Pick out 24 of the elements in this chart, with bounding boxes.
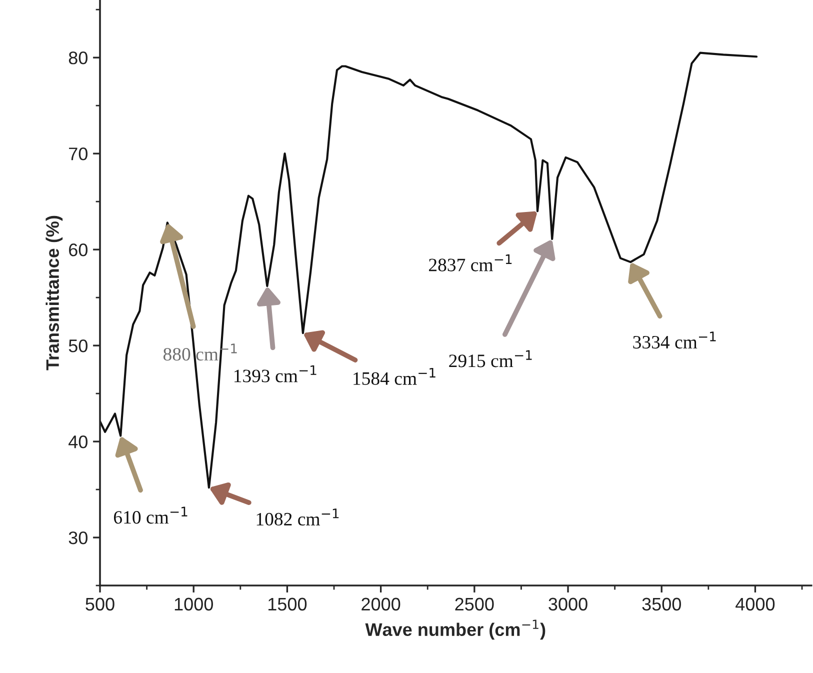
- annotation: 3334 cm$^{−1}$: [633, 332, 716, 349]
- x-tick-label: 3000: [548, 598, 588, 611]
- y-tick-label: 80: [68, 52, 88, 64]
- y-tick-label: 60: [69, 243, 88, 256]
- y-axis-title: Transmittance (%): [46, 216, 63, 370]
- x-tick-label: 1000: [174, 598, 213, 611]
- annotation: 1393 cm$^{−1}$: [234, 365, 316, 382]
- annotation: 2837 cm$^{−1}$: [428, 254, 512, 272]
- annotation: 2915 cm$^{−1}$: [449, 350, 532, 368]
- annotation: 1584 cm$^{−1}$: [354, 368, 436, 385]
- x-tick-label: 4000: [736, 598, 775, 611]
- x-tick-label: 2000: [362, 598, 400, 611]
- x-tick-label: 3500: [642, 598, 681, 611]
- annotation: 1082 cm$^{−1}$: [256, 508, 339, 526]
- x-tick-label: 1500: [268, 598, 307, 611]
- annotation: 610 cm$^{−1}$: [114, 506, 188, 524]
- line-series: [100, 52, 758, 489]
- x-tick-label: 2500: [455, 598, 494, 611]
- y-tick-label: 30: [68, 531, 88, 544]
- y-tick-label: 70: [69, 148, 88, 160]
- y-tick-label: 40: [68, 435, 88, 448]
- x-axis-title: Wave number (cm$^{−1}$): [365, 620, 546, 640]
- x-tick-label: 500: [86, 598, 114, 611]
- y-tick-label: 50: [68, 339, 88, 352]
